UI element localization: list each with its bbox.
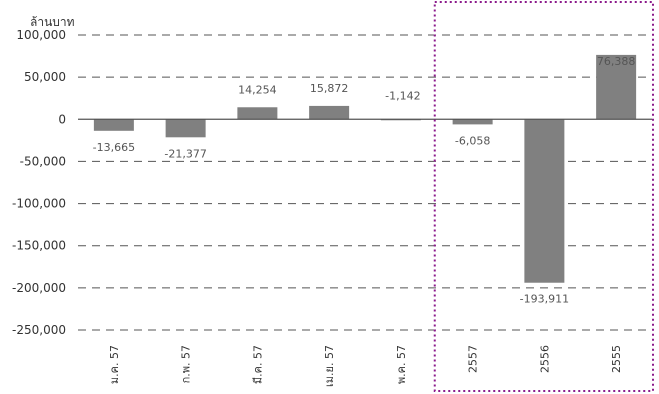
data-label: 14,254 <box>238 83 277 96</box>
y-tick-label: 0 <box>58 112 66 126</box>
y-tick-label: 100,000 <box>16 28 66 42</box>
gridlines <box>78 34 652 331</box>
x-axis-ticks: ม.ค. 57 ก.พ. 57 มี.ค. 57 เม.ย. 57 พ.ค. 57 255… <box>108 345 623 387</box>
data-label: -193,911 <box>520 293 569 306</box>
unit-label: ล้านบาท <box>30 15 75 29</box>
x-tick-label: พ.ค. 57 <box>395 345 408 384</box>
y-tick-label: -250,000 <box>12 323 66 337</box>
bar <box>524 119 565 283</box>
x-tick-label: เม.ย. 57 <box>323 345 336 387</box>
bars <box>93 54 637 283</box>
bar <box>452 119 493 125</box>
x-tick-label: ก.พ. 57 <box>180 345 193 383</box>
bar <box>165 119 206 138</box>
y-tick-label: -100,000 <box>12 197 66 211</box>
x-tick-label: 2557 <box>467 345 480 373</box>
y-axis-ticks: 100,000 50,000 0 -50,000 -100,000 -150,000 -20… <box>12 28 66 337</box>
data-label: -21,377 <box>164 147 206 160</box>
data-label: 76,388 <box>597 55 636 68</box>
x-tick-label: 2555 <box>610 345 623 373</box>
x-tick-label: ม.ค. 57 <box>108 345 121 384</box>
data-label: -13,665 <box>93 141 135 154</box>
y-tick-label: -150,000 <box>12 239 66 253</box>
highlight-box <box>433 1 654 392</box>
y-tick-label: -200,000 <box>12 281 66 295</box>
data-label: -1,142 <box>385 89 420 102</box>
bar <box>93 119 134 131</box>
data-labels: -13,665 -21,377 14,254 15,872 -1,142 -6,058 -1… <box>93 55 636 306</box>
bar <box>237 107 278 120</box>
x-tick-label: มี.ค. 57 <box>251 345 264 384</box>
bar <box>596 54 637 120</box>
y-tick-label: 50,000 <box>24 70 66 84</box>
x-tick-label: 2556 <box>538 345 551 373</box>
data-label: 15,872 <box>310 82 349 95</box>
bar <box>309 105 350 120</box>
data-label: -6,058 <box>455 134 490 147</box>
y-tick-label: -50,000 <box>20 154 66 168</box>
